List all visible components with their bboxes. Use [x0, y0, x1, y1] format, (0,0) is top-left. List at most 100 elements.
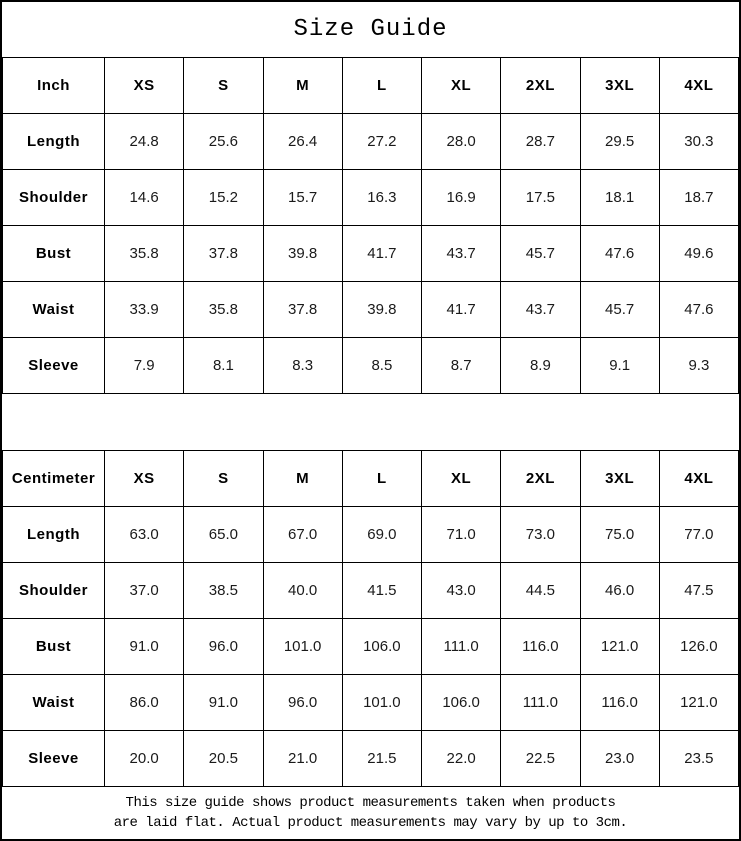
measurement-value-cell: 45.7	[500, 225, 581, 282]
table-gap	[2, 394, 739, 450]
measurement-value-cell: 20.5	[183, 730, 264, 787]
measurement-value-cell: 24.8	[103, 113, 185, 170]
measurement-value-cell: 8.1	[183, 337, 264, 394]
size-column-header: 2XL	[500, 57, 581, 114]
measurement-row: Bust 91.0 96.0 101.0 106.0 111.0 116.0 121.0 126…	[2, 618, 740, 675]
measurement-value-cell: 18.1	[579, 169, 660, 226]
footer-note: This size guide shows product measuremen…	[2, 787, 739, 839]
measurement-value-cell: 47.5	[658, 562, 740, 619]
measurement-value-cell: 121.0	[658, 674, 740, 731]
measurement-value-cell: 44.5	[500, 562, 581, 619]
measurement-value-cell: 14.6	[103, 169, 185, 226]
measurement-value-cell: 21.0	[262, 730, 343, 787]
measurement-label-cell: Shoulder	[2, 562, 105, 619]
measurement-value-cell: 106.0	[341, 618, 423, 675]
page-title: Size Guide	[293, 16, 448, 43]
size-column-header: 3XL	[579, 57, 660, 114]
measurement-value-cell: 23.5	[658, 730, 740, 787]
measurement-value-cell: 28.7	[500, 113, 581, 170]
size-column-header: XL	[420, 57, 502, 114]
size-column-header: XL	[420, 450, 502, 507]
size-column-header: 4XL	[658, 57, 740, 114]
measurement-value-cell: 35.8	[103, 225, 185, 282]
measurement-row: Sleeve 7.9 8.1 8.3 8.5 8.7 8.9 9.1 9.3	[2, 337, 740, 394]
measurement-value-cell: 96.0	[183, 618, 264, 675]
measurement-value-cell: 8.5	[341, 337, 423, 394]
size-table-inch: Inch XS S M L XL 2XL 3XL 4XL Length 24.8 25.6 26.4 27…	[2, 57, 740, 394]
measurement-row: Length 24.8 25.6 26.4 27.2 28.0 28.7 29.5 30.3	[2, 113, 740, 170]
measurement-value-cell: 15.2	[183, 169, 264, 226]
measurement-value-cell: 16.3	[341, 169, 423, 226]
measurement-value-cell: 23.0	[579, 730, 660, 787]
unit-label-cell: Centimeter	[2, 450, 105, 507]
measurement-value-cell: 111.0	[420, 618, 502, 675]
measurement-label-cell: Bust	[2, 225, 105, 282]
measurement-value-cell: 15.7	[262, 169, 343, 226]
measurement-value-cell: 67.0	[262, 506, 343, 563]
measurement-row: Shoulder 37.0 38.5 40.0 41.5 43.0 44.5 46.0 47.5	[2, 562, 740, 619]
measurement-value-cell: 39.8	[341, 281, 423, 338]
measurement-value-cell: 22.0	[420, 730, 502, 787]
measurement-value-cell: 49.6	[658, 225, 740, 282]
measurement-value-cell: 47.6	[658, 281, 740, 338]
measurement-value-cell: 30.3	[658, 113, 740, 170]
size-column-header: XS	[103, 450, 185, 507]
footer-note-line-2: are laid flat. Actual product measuremen…	[113, 815, 628, 831]
measurement-value-cell: 116.0	[500, 618, 581, 675]
measurement-label-cell: Waist	[2, 674, 105, 731]
measurement-value-cell: 38.5	[183, 562, 264, 619]
measurement-row: Length 63.0 65.0 67.0 69.0 71.0 73.0 75.0 77.0	[2, 506, 740, 563]
measurement-value-cell: 27.2	[341, 113, 423, 170]
size-column-header: M	[262, 57, 343, 114]
measurement-value-cell: 45.7	[579, 281, 660, 338]
measurement-value-cell: 33.9	[103, 281, 185, 338]
size-column-header: 3XL	[579, 450, 660, 507]
measurement-value-cell: 77.0	[658, 506, 740, 563]
measurement-value-cell: 43.7	[420, 225, 502, 282]
measurement-value-cell: 21.5	[341, 730, 423, 787]
measurement-label-cell: Length	[2, 113, 105, 170]
measurement-value-cell: 75.0	[579, 506, 660, 563]
size-column-header: M	[262, 450, 343, 507]
measurement-value-cell: 25.6	[183, 113, 264, 170]
size-column-header: L	[341, 57, 423, 114]
measurement-value-cell: 63.0	[103, 506, 185, 563]
measurement-value-cell: 96.0	[262, 674, 343, 731]
measurement-value-cell: 43.7	[500, 281, 581, 338]
measurement-label-cell: Shoulder	[2, 169, 105, 226]
measurement-row: Waist 33.9 35.8 37.8 39.8 41.7 43.7 45.7 47.6	[2, 281, 740, 338]
measurement-value-cell: 126.0	[658, 618, 740, 675]
measurement-value-cell: 101.0	[262, 618, 343, 675]
measurement-value-cell: 65.0	[183, 506, 264, 563]
measurement-value-cell: 47.6	[579, 225, 660, 282]
measurement-value-cell: 37.8	[183, 225, 264, 282]
footer-note-line-1: This size guide shows product measuremen…	[125, 795, 616, 811]
measurement-row: Shoulder 14.6 15.2 15.7 16.3 16.9 17.5 18.1 18.7	[2, 169, 740, 226]
unit-label-cell: Inch	[2, 57, 105, 114]
measurement-value-cell: 41.7	[420, 281, 502, 338]
measurement-value-cell: 35.8	[183, 281, 264, 338]
size-header-row: Centimeter XS S M L XL 2XL 3XL 4XL	[2, 450, 740, 507]
measurement-label-cell: Bust	[2, 618, 105, 675]
measurement-label-cell: Waist	[2, 281, 105, 338]
measurement-value-cell: 28.0	[420, 113, 502, 170]
measurement-value-cell: 91.0	[103, 618, 185, 675]
measurement-value-cell: 101.0	[341, 674, 423, 731]
measurement-value-cell: 20.0	[103, 730, 185, 787]
measurement-value-cell: 8.9	[500, 337, 581, 394]
measurement-value-cell: 39.8	[262, 225, 343, 282]
size-column-header: XS	[103, 57, 185, 114]
measurement-value-cell: 17.5	[500, 169, 581, 226]
measurement-value-cell: 73.0	[500, 506, 581, 563]
measurement-row: Sleeve 20.0 20.5 21.0 21.5 22.0 22.5 23.0 23.5	[2, 730, 740, 787]
measurement-value-cell: 121.0	[579, 618, 660, 675]
measurement-value-cell: 46.0	[579, 562, 660, 619]
measurement-row: Waist 86.0 91.0 96.0 101.0 106.0 111.0 116.0 121…	[2, 674, 740, 731]
measurement-value-cell: 71.0	[420, 506, 502, 563]
size-column-header: S	[183, 450, 264, 507]
measurement-value-cell: 8.3	[262, 337, 343, 394]
measurement-value-cell: 18.7	[658, 169, 740, 226]
measurement-value-cell: 111.0	[500, 674, 581, 731]
size-header-row: Inch XS S M L XL 2XL 3XL 4XL	[2, 57, 740, 114]
